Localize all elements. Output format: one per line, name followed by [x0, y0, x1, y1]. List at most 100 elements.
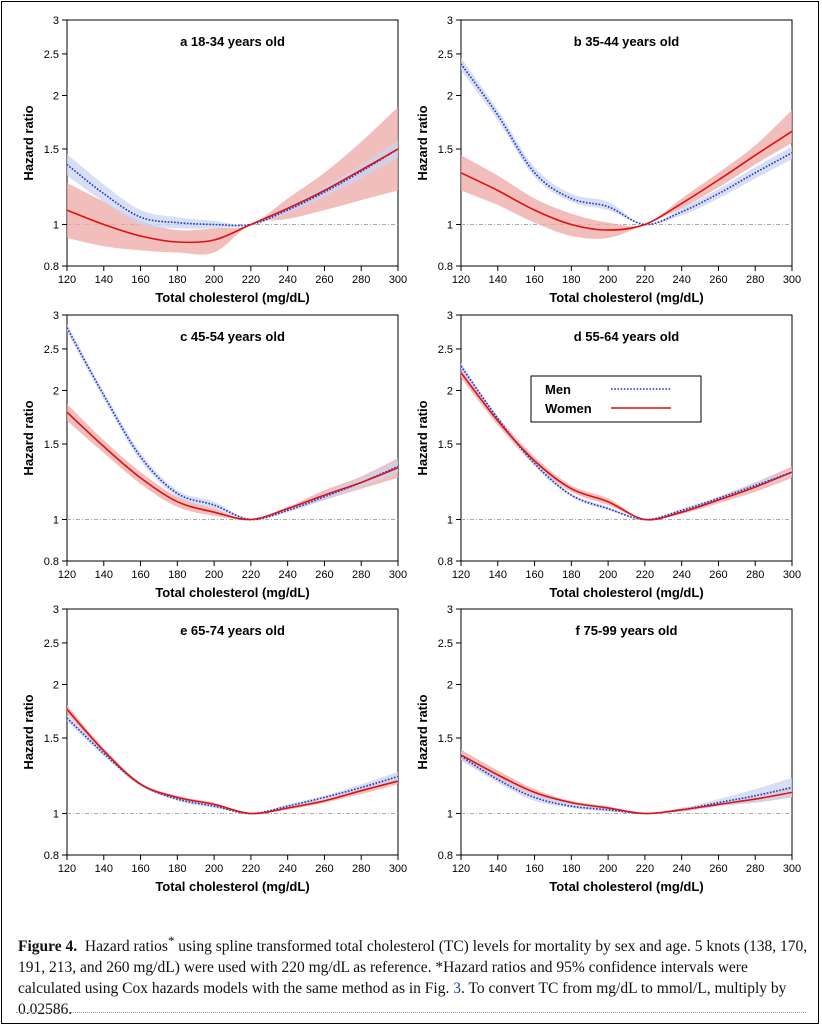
series-line-women — [460, 130, 793, 231]
x-tick-label: 120 — [58, 569, 76, 581]
y-tick-label: 2 — [53, 385, 59, 397]
chart-panel: 120 140 160 180 200 220 240 260 280 300 0.8 1 1.5 2 2.… — [21, 604, 407, 894]
y-tick-label: 1 — [447, 514, 453, 526]
x-tick-label: 300 — [389, 274, 407, 286]
x-tick-label: 220 — [242, 274, 260, 286]
chart-panel: 120 140 160 180 200 220 240 260 280 300 0.8 1 1.5 2 2.… — [415, 15, 801, 305]
plot-area — [66, 314, 399, 562]
chart-grid: 120 140 160 180 200 220 240 260 280 300 0.8 1 1.5 2 2.… — [21, 15, 801, 894]
x-tick-label: 260 — [709, 569, 727, 581]
panel-title: d 55-64 years old — [574, 329, 680, 344]
y-tick-label: 1 — [53, 808, 59, 820]
chart-panel: 120 140 160 180 200 220 240 260 280 300 0.8 1 1.5 2 2.… — [415, 604, 801, 894]
y-tick-label: 2 — [447, 385, 453, 397]
y-tick-label: 2.5 — [44, 344, 59, 356]
x-tick-label: 280 — [352, 863, 370, 875]
series-line-women — [460, 372, 793, 521]
x-tick-label: 300 — [389, 569, 407, 581]
x-tick-label: 240 — [278, 863, 296, 875]
series-line-men — [66, 717, 399, 815]
y-tick-label: 0.8 — [44, 261, 59, 273]
x-tick-label: 200 — [205, 863, 223, 875]
y-tick-label: 0.8 — [438, 261, 453, 273]
series-line-women — [66, 411, 399, 521]
x-tick-label: 160 — [131, 274, 149, 286]
y-tick-label: 1.5 — [44, 144, 59, 156]
x-axis-label: Total cholesterol (mg/dL) — [549, 585, 703, 600]
y-axis-label: Hazard ratio — [21, 400, 36, 475]
chart-panel: 120 140 160 180 200 220 240 260 280 300 0.8 1 1.5 2 2.… — [21, 310, 407, 600]
x-tick-label: 180 — [168, 863, 186, 875]
x-tick-label: 260 — [315, 569, 333, 581]
caption-text-b: using spline transformed total cholester… — [18, 938, 808, 998]
series-line-men — [66, 327, 399, 521]
figure-reference-link[interactable]: 3 — [453, 980, 461, 998]
x-tick-label: 220 — [242, 863, 260, 875]
y-tick-label: 2.5 — [44, 638, 59, 650]
y-tick-label: 0.8 — [44, 850, 59, 862]
y-axis-label: Hazard ratio — [415, 105, 430, 180]
y-axis-label: Hazard ratio — [415, 694, 430, 769]
y-tick-label: 0.8 — [438, 556, 453, 568]
x-tick-label: 280 — [746, 274, 764, 286]
x-tick-label: 220 — [636, 569, 654, 581]
y-tick-label: 1 — [447, 219, 453, 231]
y-tick-label: 1 — [53, 514, 59, 526]
y-tick-label: 2.5 — [438, 49, 453, 61]
x-tick-label: 200 — [205, 274, 223, 286]
y-tick-label: 3 — [53, 604, 59, 616]
confidence-band-women — [67, 107, 398, 255]
chart-panel: 120 140 160 180 200 220 240 260 280 300 0.8 1 1.5 2 2.… — [21, 15, 407, 305]
x-tick-label: 220 — [636, 274, 654, 286]
x-tick-label: 240 — [672, 863, 690, 875]
x-tick-label: 160 — [131, 569, 149, 581]
y-tick-label: 1.5 — [438, 144, 453, 156]
x-tick-label: 220 — [242, 569, 260, 581]
chart-panel: 120 140 160 180 200 220 240 260 280 300 0.8 1 1.5 2 2.… — [415, 310, 801, 600]
y-tick-label: 1 — [447, 808, 453, 820]
x-tick-label: 300 — [783, 569, 801, 581]
panel-title: e 65-74 years old — [180, 623, 285, 638]
y-tick-label: 0.8 — [44, 556, 59, 568]
x-tick-label: 180 — [562, 569, 580, 581]
y-tick-label: 3 — [53, 15, 59, 27]
x-tick-label: 240 — [278, 569, 296, 581]
y-tick-label: 3 — [447, 310, 453, 322]
y-tick-label: 1.5 — [438, 733, 453, 745]
series-line-women — [66, 148, 399, 244]
confidence-band-men — [67, 323, 398, 520]
x-tick-label: 180 — [168, 274, 186, 286]
plot-area — [460, 608, 793, 856]
x-tick-label: 140 — [489, 274, 507, 286]
y-tick-label: 3 — [447, 15, 453, 27]
x-tick-label: 280 — [746, 863, 764, 875]
y-tick-label: 2.5 — [438, 344, 453, 356]
x-tick-label: 260 — [709, 863, 727, 875]
legend: Men Women — [530, 375, 702, 423]
y-tick-label: 1.5 — [44, 439, 59, 451]
confidence-band-men — [461, 752, 792, 814]
y-axis-label: Hazard ratio — [21, 105, 36, 180]
y-tick-label: 1.5 — [44, 733, 59, 745]
series-line-men — [460, 63, 793, 226]
x-tick-label: 280 — [352, 274, 370, 286]
y-tick-label: 1.5 — [438, 439, 453, 451]
x-axis-label: Total cholesterol (mg/dL) — [549, 290, 703, 305]
x-tick-label: 140 — [489, 863, 507, 875]
x-tick-label: 280 — [746, 569, 764, 581]
x-tick-label: 120 — [452, 863, 470, 875]
panel-title: f 75-99 years old — [576, 623, 678, 638]
series-line-women — [460, 754, 793, 815]
x-tick-label: 220 — [636, 863, 654, 875]
x-tick-label: 260 — [315, 863, 333, 875]
x-axis-label: Total cholesterol (mg/dL) — [549, 879, 703, 894]
x-tick-label: 120 — [452, 274, 470, 286]
x-tick-label: 140 — [95, 274, 113, 286]
series-line-women — [66, 708, 399, 815]
x-tick-label: 180 — [562, 274, 580, 286]
y-axis-label: Hazard ratio — [415, 400, 430, 475]
y-tick-label: 2.5 — [438, 638, 453, 650]
x-axis-label: Total cholesterol (mg/dL) — [155, 585, 309, 600]
x-tick-label: 240 — [672, 569, 690, 581]
